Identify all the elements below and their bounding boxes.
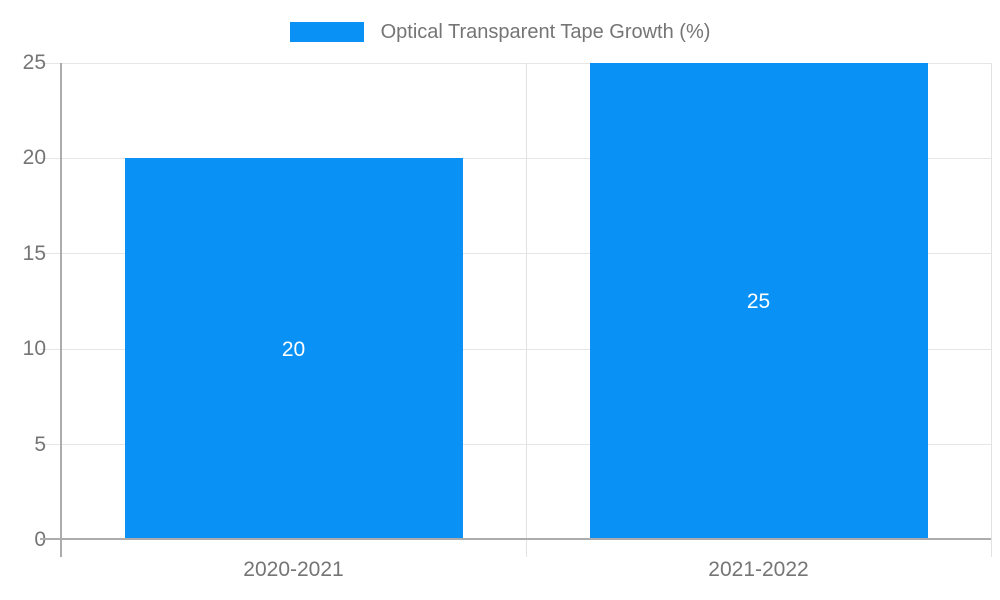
y-axis-tick-label: 0	[0, 529, 46, 551]
y-axis-tick-label: 15	[22, 241, 46, 265]
y-gridline	[40, 444, 991, 446]
y-axis-tick-label: 10	[22, 337, 46, 361]
legend: Optical Transparent Tape Growth (%)	[0, 22, 1000, 42]
y-axis-tick-label: 5	[34, 432, 46, 456]
category-boundary-line	[525, 63, 527, 557]
x-axis-line	[40, 538, 991, 540]
y-gridline	[40, 157, 991, 159]
y-gridline	[40, 62, 991, 64]
bar[interactable]: 20	[124, 158, 463, 540]
y-axis-line	[60, 63, 62, 557]
bar[interactable]: 25	[589, 63, 928, 540]
x-axis-category-label: 2021-2022	[708, 558, 809, 581]
legend-item[interactable]: Optical Transparent Tape Growth (%)	[289, 21, 711, 43]
legend-swatch	[289, 22, 364, 42]
category-boundary-line	[990, 63, 992, 557]
bar-value-label: 25	[746, 290, 771, 313]
legend-label: Optical Transparent Tape Growth (%)	[380, 21, 711, 43]
y-axis-tick-label: 25	[22, 51, 46, 74]
y-axis-tick-label: 20	[22, 146, 46, 170]
bar-value-label: 20	[281, 337, 306, 361]
y-gridline	[40, 348, 991, 350]
x-axis-category-label: 2020-2021	[243, 558, 344, 581]
y-gridline	[40, 253, 991, 255]
